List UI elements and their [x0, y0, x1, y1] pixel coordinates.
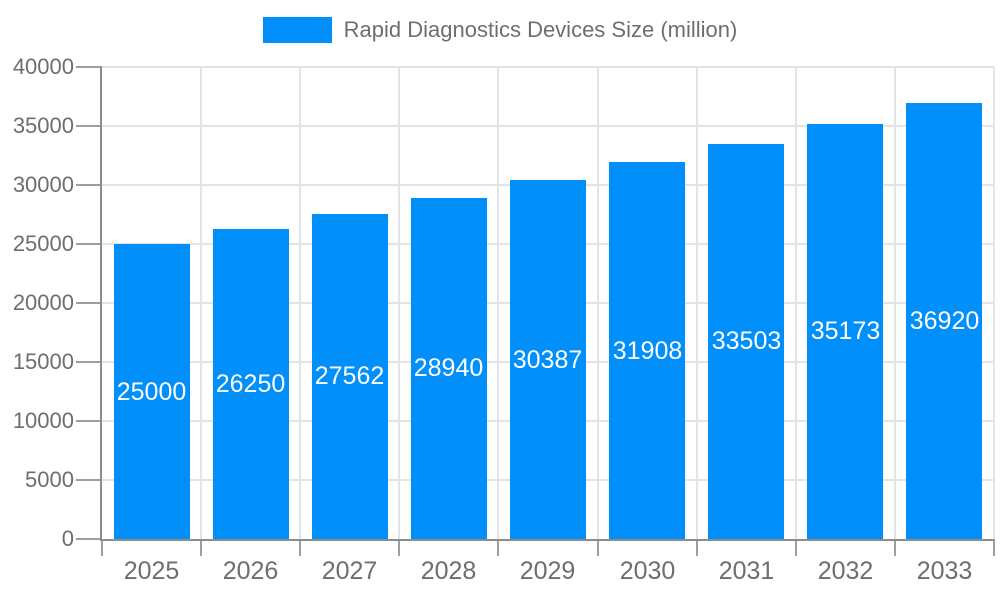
y-axis-tick [76, 243, 102, 245]
x-axis-tick [795, 539, 797, 556]
gridline-vertical [398, 67, 400, 539]
y-axis-label: 20000 [12, 290, 74, 315]
gridline-vertical [597, 67, 599, 539]
x-axis-tick [894, 539, 896, 556]
x-axis-label: 2029 [519, 557, 576, 585]
bar-value-label: 35173 [810, 317, 881, 345]
y-axis-tick [76, 125, 102, 127]
x-axis-tick [398, 539, 400, 556]
y-axis-line [100, 67, 102, 541]
bar-2029[interactable] [510, 180, 586, 539]
y-axis-label: 10000 [12, 408, 74, 433]
bar-value-label: 25000 [116, 378, 187, 406]
x-axis-tick [696, 539, 698, 556]
y-axis-tick [76, 538, 102, 540]
gridline-horizontal [102, 66, 994, 68]
x-axis-line [102, 539, 994, 541]
bar-value-label: 33503 [711, 327, 782, 355]
gridline-vertical [497, 67, 499, 539]
bar-value-label: 26250 [215, 370, 286, 398]
gridline-horizontal [102, 125, 994, 127]
gridline-vertical [993, 67, 995, 539]
x-axis-label: 2033 [916, 557, 973, 585]
bar-2025[interactable] [114, 244, 190, 539]
bar-2027[interactable] [312, 214, 388, 539]
x-axis-label: 2025 [123, 557, 180, 585]
gridline-vertical [795, 67, 797, 539]
bar-2031[interactable] [708, 144, 784, 539]
y-axis-tick [76, 302, 102, 304]
x-axis-tick [993, 539, 995, 556]
x-axis-label: 2026 [222, 557, 279, 585]
legend-label: Rapid Diagnostics Devices Size (million) [343, 17, 738, 42]
bar-2030[interactable] [609, 162, 685, 539]
bar-value-label: 27562 [314, 362, 385, 390]
y-axis-label: 40000 [12, 54, 74, 79]
legend-swatch [262, 17, 332, 43]
bar-2026[interactable] [213, 229, 289, 539]
x-axis-tick [101, 539, 103, 556]
legend: Rapid Diagnostics Devices Size (million) [0, 17, 1000, 43]
y-axis-tick [76, 184, 102, 186]
y-axis-label: 0 [61, 526, 74, 551]
bar-value-label: 28940 [413, 354, 484, 382]
bar-value-label: 31908 [612, 337, 683, 365]
y-axis-tick [76, 66, 102, 68]
x-axis-tick [200, 539, 202, 556]
x-axis-label: 2030 [619, 557, 676, 585]
x-axis-label: 2027 [321, 557, 378, 585]
y-axis-label: 15000 [12, 349, 74, 374]
x-axis-label: 2028 [420, 557, 477, 585]
y-axis-tick [76, 420, 102, 422]
bar-2028[interactable] [411, 198, 487, 539]
gridline-vertical [894, 67, 896, 539]
y-axis-label: 5000 [25, 467, 74, 492]
bar-value-label: 30387 [512, 346, 583, 374]
x-axis-label: 2032 [817, 557, 874, 585]
y-axis-label: 25000 [12, 231, 74, 256]
x-axis-tick [497, 539, 499, 556]
legend-item[interactable]: Rapid Diagnostics Devices Size (million) [262, 17, 738, 43]
gridline-vertical [299, 67, 301, 539]
x-axis-tick [597, 539, 599, 556]
bar-2033[interactable] [906, 103, 982, 539]
gridline-vertical [696, 67, 698, 539]
y-axis-tick [76, 361, 102, 363]
gridline-vertical [200, 67, 202, 539]
bar-2032[interactable] [807, 124, 883, 539]
y-axis-label: 35000 [12, 113, 74, 138]
y-axis-tick [76, 479, 102, 481]
y-axis-label: 30000 [12, 172, 74, 197]
x-axis-label: 2031 [718, 557, 775, 585]
x-axis-tick [299, 539, 301, 556]
bar-value-label: 36920 [909, 307, 980, 335]
